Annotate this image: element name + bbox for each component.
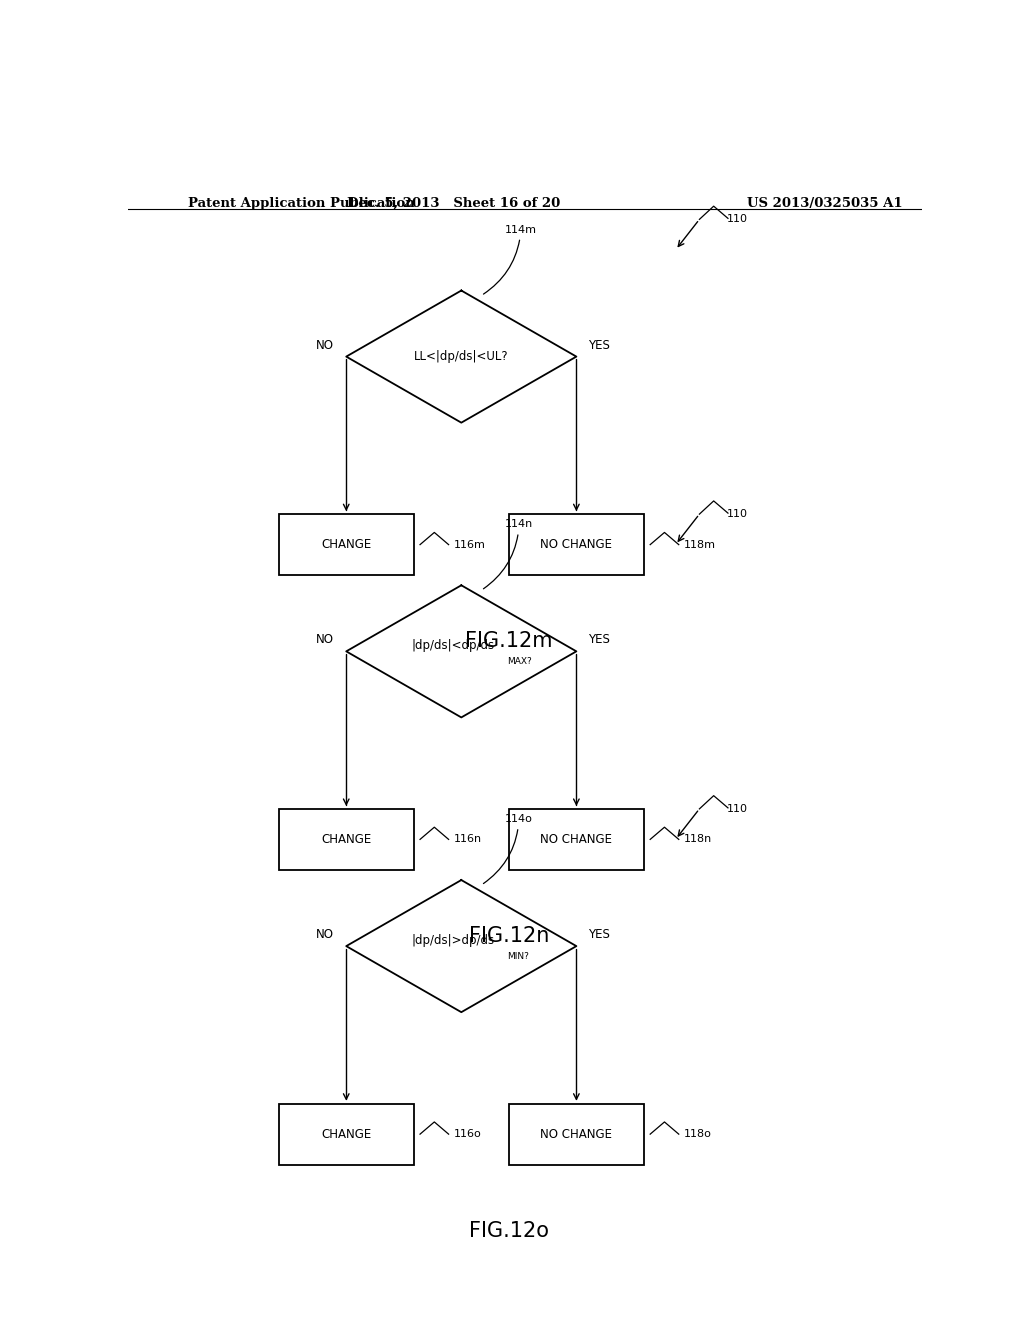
Bar — [509, 809, 644, 870]
Text: CHANGE: CHANGE — [322, 539, 372, 552]
Text: NO: NO — [316, 928, 334, 941]
Text: |dp/ds|>dp/ds: |dp/ds|>dp/ds — [412, 933, 495, 946]
Text: MAX?: MAX? — [507, 657, 532, 667]
Text: YES: YES — [588, 338, 610, 351]
Text: 110: 110 — [727, 214, 749, 224]
Text: FIG.12n: FIG.12n — [469, 925, 549, 946]
Text: YES: YES — [588, 634, 610, 647]
Text: |dp/ds|<dp/ds: |dp/ds|<dp/ds — [412, 639, 495, 652]
Text: 116o: 116o — [454, 1129, 481, 1139]
Text: 114o: 114o — [483, 814, 532, 883]
Text: NO CHANGE: NO CHANGE — [541, 539, 612, 552]
Text: LL<|dp/ds|<UL?: LL<|dp/ds|<UL? — [414, 350, 509, 363]
Text: 116n: 116n — [454, 834, 481, 845]
Text: 114n: 114n — [483, 519, 534, 589]
Text: Dec. 5, 2013   Sheet 16 of 20: Dec. 5, 2013 Sheet 16 of 20 — [347, 197, 560, 210]
Text: NO: NO — [316, 634, 334, 647]
Text: FIG.12o: FIG.12o — [469, 1221, 549, 1241]
Text: NO: NO — [316, 338, 334, 351]
Text: 118n: 118n — [684, 834, 712, 845]
Bar — [509, 515, 644, 576]
Text: US 2013/0325035 A1: US 2013/0325035 A1 — [748, 197, 902, 210]
Text: CHANGE: CHANGE — [322, 1127, 372, 1140]
Text: 118m: 118m — [684, 540, 716, 549]
Text: Patent Application Publication: Patent Application Publication — [187, 197, 415, 210]
Text: 118o: 118o — [684, 1129, 712, 1139]
Text: CHANGE: CHANGE — [322, 833, 372, 846]
Text: 114m: 114m — [483, 224, 537, 294]
Text: NO CHANGE: NO CHANGE — [541, 1127, 612, 1140]
Text: FIG.12m: FIG.12m — [465, 631, 553, 651]
Text: 116m: 116m — [454, 540, 485, 549]
Text: MIN?: MIN? — [507, 952, 529, 961]
Bar — [509, 1104, 644, 1164]
Text: 110: 110 — [727, 804, 749, 814]
Text: YES: YES — [588, 928, 610, 941]
Text: NO CHANGE: NO CHANGE — [541, 833, 612, 846]
Text: 110: 110 — [727, 510, 749, 519]
Bar — [279, 809, 414, 870]
Bar — [279, 1104, 414, 1164]
Bar — [279, 515, 414, 576]
